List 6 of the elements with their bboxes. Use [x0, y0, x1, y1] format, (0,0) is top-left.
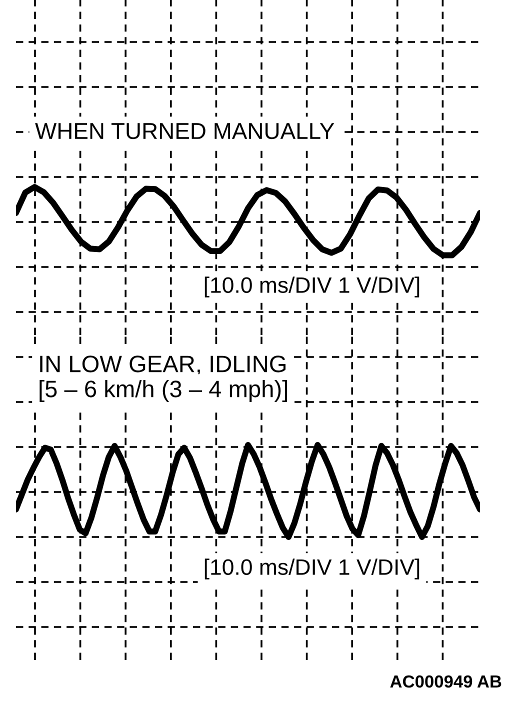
chart-title: WHEN TURNED MANUALLY: [35, 123, 334, 140]
chart-title: IN LOW GEAR, IDLING: [40, 356, 286, 376]
text: [10.0 ms/DIV 1 V/DIV]: [204, 558, 420, 580]
chart-subtitle: [5 – 6 km/h (3 – 4 mph)]: [40, 380, 287, 402]
text: [10.0 ms/DIV 1 V/DIV]: [204, 276, 420, 298]
text: AC000949 AB: [390, 675, 502, 688]
